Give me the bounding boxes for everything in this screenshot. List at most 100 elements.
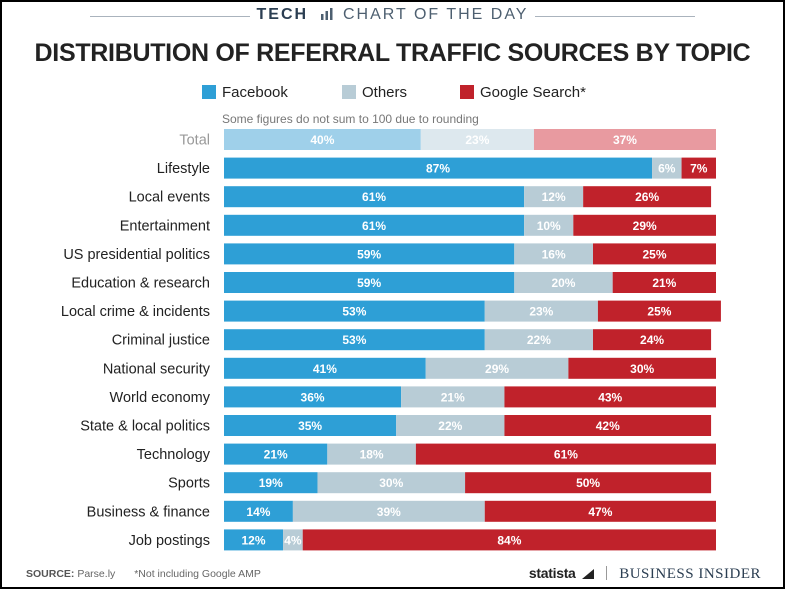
- bar-segment-google-us-presidential-politics: [593, 243, 716, 265]
- value-label-facebook-total: 40%: [310, 133, 334, 147]
- bar-segment-facebook-business-finance: [224, 500, 293, 522]
- bar-segment-facebook-entertainment: [224, 214, 525, 236]
- value-label-facebook-education-research: 59%: [357, 276, 381, 290]
- source-label: SOURCE:: [26, 568, 75, 580]
- value-label-others-criminal-justice: 22%: [527, 333, 551, 347]
- legend-label-facebook: Facebook: [222, 84, 288, 101]
- bar-segment-others-world-economy: [401, 386, 505, 408]
- bar-row-criminal-justice: Criminal justice 53% 22% 24%: [112, 329, 712, 351]
- bar-segment-facebook-job-postings: [224, 529, 284, 551]
- header-rule-left: [90, 16, 250, 17]
- value-label-facebook-state-local-politics: 35%: [298, 419, 322, 433]
- bar-row-sports: Sports 19% 30% 50%: [168, 472, 712, 494]
- value-label-others-state-local-politics: 22%: [438, 419, 462, 433]
- chart-header: TECH CHART OF THE DAY: [2, 6, 783, 28]
- category-label-technology: Technology: [137, 447, 211, 463]
- value-label-others-entertainment: 10%: [537, 219, 561, 233]
- bar-row-technology: Technology 21% 18% 61%: [137, 443, 716, 465]
- value-label-google-criminal-justice: 24%: [640, 333, 664, 347]
- category-label-state-local-politics: State & local politics: [80, 419, 210, 435]
- bar-row-total: Total 40% 23% 37%: [179, 129, 716, 150]
- category-label-local-crime-incidents: Local crime & incidents: [61, 304, 210, 320]
- bar-segment-others-sports: [317, 472, 466, 494]
- value-label-facebook-job-postings: 12%: [242, 533, 266, 547]
- bar-segment-facebook-education-research: [224, 272, 515, 293]
- bar-segment-others-national-security: [425, 357, 569, 379]
- legend-swatch-facebook: [202, 85, 216, 99]
- value-label-facebook-sports: 19%: [259, 476, 283, 490]
- value-label-facebook-world-economy: 36%: [301, 390, 325, 404]
- value-label-facebook-criminal-justice: 53%: [342, 333, 366, 347]
- legend-swatch-google: [460, 85, 474, 99]
- category-label-total: Total: [179, 133, 210, 149]
- value-label-others-national-security: 29%: [485, 362, 509, 376]
- bar-segment-others-technology: [327, 443, 416, 465]
- legend-label-google: Google Search*: [480, 84, 586, 101]
- value-label-google-us-presidential-politics: 25%: [642, 247, 666, 261]
- value-label-facebook-local-crime-incidents: 53%: [342, 305, 366, 319]
- business-insider-logo: BUSINESS INSIDER: [619, 566, 761, 582]
- bar-row-job-postings: Job postings 12% 4% 84%: [129, 529, 716, 551]
- header-text: TECH CHART OF THE DAY: [2, 6, 783, 24]
- bar-segment-google-local-events: [583, 186, 712, 208]
- legend-item-others: Others: [342, 84, 407, 101]
- header-subtitle: CHART OF THE DAY: [342, 6, 529, 23]
- value-label-others-us-presidential-politics: 16%: [542, 247, 566, 261]
- category-label-education-research: Education & research: [71, 276, 210, 292]
- value-label-google-world-economy: 43%: [598, 390, 622, 404]
- bar-segment-facebook-state-local-politics: [224, 415, 397, 436]
- bar-row-national-security: National security 41% 29% 30%: [103, 357, 716, 379]
- category-label-job-postings: Job postings: [129, 533, 210, 549]
- footnote: *Not including Google AMP: [134, 568, 261, 580]
- bar-segment-facebook-total: [224, 129, 421, 150]
- statista-mark-icon: [582, 569, 595, 579]
- header-tech: TECH: [256, 6, 309, 23]
- bar-segment-google-job-postings: [302, 529, 716, 551]
- statista-logo: statista: [528, 565, 576, 581]
- bar-segment-others-lifestyle: [652, 157, 682, 179]
- value-label-others-total: 23%: [465, 133, 489, 147]
- brand-divider: [606, 566, 608, 580]
- source-name: Parse.ly: [77, 568, 116, 580]
- rounding-note: Some figures do not sum to 100 due to ro…: [222, 112, 479, 126]
- value-label-google-job-postings: 84%: [497, 533, 521, 547]
- value-label-facebook-national-security: 41%: [313, 362, 337, 376]
- value-label-others-job-postings: 4%: [284, 533, 302, 547]
- value-label-others-local-events: 12%: [542, 190, 566, 204]
- value-label-google-technology: 61%: [554, 448, 578, 462]
- bar-segment-facebook-national-security: [224, 357, 426, 379]
- legend-item-facebook: Facebook: [202, 84, 288, 101]
- value-label-google-national-security: 30%: [630, 362, 654, 376]
- value-label-others-technology: 18%: [360, 448, 384, 462]
- chart-footer: SOURCE: Parse.ly *Not including Google A…: [26, 568, 261, 580]
- bar-row-local-events: Local events 61% 12% 26%: [129, 186, 712, 208]
- bar-segment-facebook-sports: [224, 472, 318, 494]
- bar-segment-facebook-local-crime-incidents: [224, 300, 485, 322]
- bar-row-education-research: Education & research 59% 20% 21%: [71, 272, 716, 293]
- value-label-others-lifestyle: 6%: [658, 162, 676, 176]
- bar-segment-google-technology: [415, 443, 716, 465]
- bar-segment-google-education-research: [612, 272, 716, 293]
- bar-segment-google-lifestyle: [681, 157, 716, 179]
- header-rule-right: [535, 16, 695, 17]
- category-label-criminal-justice: Criminal justice: [112, 333, 210, 349]
- bar-segment-google-total: [533, 129, 716, 150]
- bar-row-world-economy: World economy 36% 21% 43%: [110, 386, 716, 408]
- value-label-google-local-crime-incidents: 25%: [647, 305, 671, 319]
- bar-segment-google-entertainment: [573, 214, 716, 236]
- bar-segment-google-national-security: [568, 357, 716, 379]
- bar-segment-google-local-crime-incidents: [597, 300, 721, 322]
- bar-segment-others-total: [420, 129, 534, 150]
- value-label-facebook-local-events: 61%: [362, 190, 386, 204]
- value-label-others-education-research: 20%: [551, 276, 575, 290]
- value-label-google-business-finance: 47%: [588, 505, 612, 519]
- bar-row-local-crime-incidents: Local crime & incidents 53% 23% 25%: [61, 300, 721, 322]
- value-label-google-sports: 50%: [576, 476, 600, 490]
- bar-segment-google-business-finance: [484, 500, 716, 522]
- bar-row-us-presidential-politics: US presidential politics 59% 16% 25%: [63, 243, 716, 265]
- category-label-lifestyle: Lifestyle: [157, 161, 210, 177]
- value-label-others-business-finance: 39%: [377, 505, 401, 519]
- bar-segment-google-sports: [465, 472, 712, 494]
- value-label-google-local-events: 26%: [635, 190, 659, 204]
- value-label-facebook-us-presidential-politics: 59%: [357, 247, 381, 261]
